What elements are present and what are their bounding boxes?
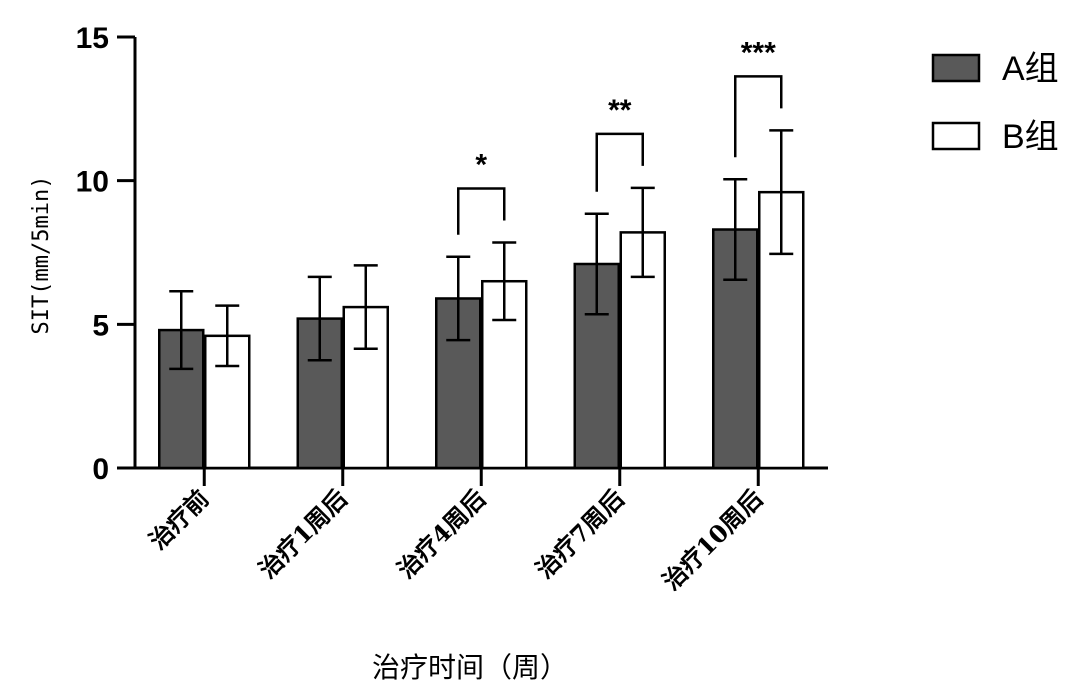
significance-bracket <box>595 132 644 192</box>
x-tick-label: 治疗4周后 <box>391 484 491 584</box>
legend-label: A组 <box>1002 50 1059 88</box>
x-tick-label: 治疗7周后 <box>530 484 630 584</box>
x-tick-label: 治疗前 <box>143 484 214 555</box>
x-axis-title: 治疗时间（周） <box>372 651 568 684</box>
significance-bracket <box>734 75 783 158</box>
y-tick-label: 15 <box>76 22 109 55</box>
y-tick-label: 10 <box>76 166 109 199</box>
bar-a <box>573 262 620 470</box>
x-tick-label: 治疗10周后 <box>656 484 768 596</box>
significance-bracket <box>457 187 506 235</box>
legend-label: B组 <box>1002 118 1059 156</box>
y-axis-title: SIT(mm/5min) <box>29 176 54 335</box>
legend-swatch <box>931 121 981 151</box>
x-tick-label: 治疗1周后 <box>253 484 353 584</box>
legend-swatch <box>931 53 981 83</box>
significance-label: *** <box>741 36 776 69</box>
bar-a <box>296 317 343 470</box>
significance-label: * <box>475 148 487 181</box>
significance-label: ** <box>608 94 632 127</box>
y-tick-label: 5 <box>92 309 109 342</box>
y-tick-label: 0 <box>92 453 109 486</box>
